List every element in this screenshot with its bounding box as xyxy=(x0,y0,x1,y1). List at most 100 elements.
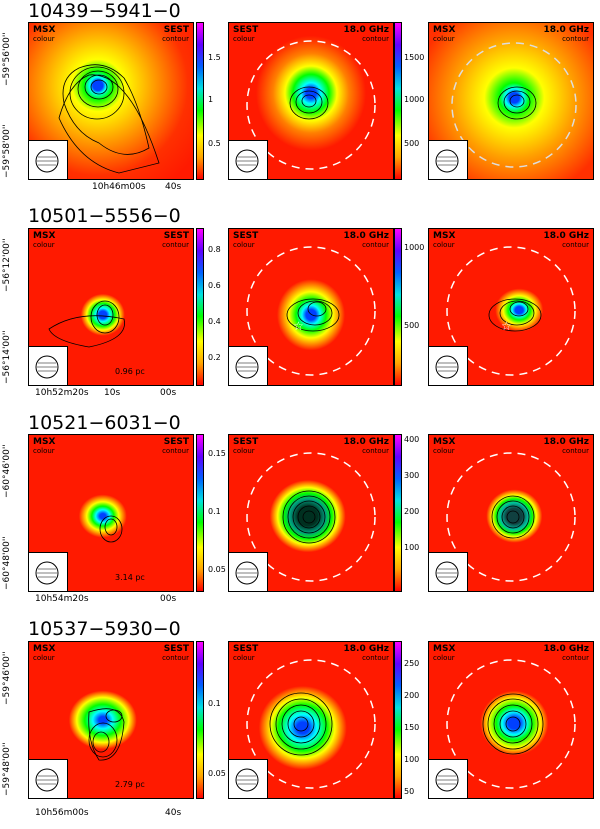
colorbar-1 xyxy=(196,434,204,592)
y-tick-label: −59°46'00'' xyxy=(2,651,12,705)
contour-overlay xyxy=(58,64,160,174)
svg-text:☆: ☆ xyxy=(501,319,512,333)
panel-label-right: 18.0 GHz contour xyxy=(343,231,390,250)
panel-label-right: SEST contour xyxy=(162,25,189,44)
row-3-title: 10521−6031−0 xyxy=(28,412,181,434)
panel-label-left: MSX colour xyxy=(33,231,56,250)
panel-2-1: MSX colour SEST contour 0.96 pc xyxy=(28,228,194,386)
panel-label-right: 18.0 GHz contour xyxy=(343,644,390,663)
panel-label-left: MSX colour xyxy=(433,231,456,250)
x-tick-label: 10h52m20s xyxy=(35,388,89,398)
colorbar-2 xyxy=(394,228,402,386)
cbar-tick: 400 xyxy=(404,435,420,444)
x-tick-label: 10h54m20s xyxy=(35,594,89,604)
cbar-tick: 0.1 xyxy=(208,699,221,708)
panel-4-1: MSX colour SEST contour 2.79 pc xyxy=(28,641,194,799)
panel-3-1: MSX colour SEST contour 3.14 pc xyxy=(28,434,194,592)
panel-label-right: 18.0 GHz contour xyxy=(343,437,390,456)
cbar-tick: 0.8 xyxy=(208,245,221,254)
panel-label-left: MSX colour xyxy=(33,644,56,663)
beam-inset xyxy=(229,759,268,798)
y-tick-label: −56°14'00'' xyxy=(2,330,12,384)
panel-label-right: 18.0 GHz contour xyxy=(543,437,590,456)
cbar-tick: 0.05 xyxy=(208,565,226,574)
panel-label-left: MSX colour xyxy=(433,437,456,456)
cbar-tick: 300 xyxy=(404,471,420,480)
panel-1-1: MSX colour SEST contour xyxy=(28,22,194,180)
panel-1-2: SEST colour 18.0 GHz contour xyxy=(228,22,394,180)
panel-2-3: ☆ MSX colour 18.0 GHz contour xyxy=(428,228,594,386)
y-tick-label: −60°48'00'' xyxy=(2,536,12,590)
panel-label-right: 18.0 GHz contour xyxy=(543,25,590,44)
colorbar-1 xyxy=(196,22,204,180)
colorbar-2 xyxy=(394,434,402,592)
cbar-tick: 1500 xyxy=(404,53,425,62)
cbar-tick: 1000 xyxy=(404,95,425,104)
panel-3-3: MSX colour 18.0 GHz contour xyxy=(428,434,594,592)
cbar-tick: 0.6 xyxy=(208,281,221,290)
y-tick-label: −59°58'00'' xyxy=(2,124,12,178)
panel-label-left: MSX colour xyxy=(433,25,456,44)
panel-label-right: SEST contour xyxy=(162,644,189,663)
x-tick-label: 40s xyxy=(165,182,182,192)
colorbar-1 xyxy=(196,228,204,386)
cbar-tick: 0.1 xyxy=(208,507,221,516)
scale-bar-label: 2.79 pc xyxy=(115,780,145,789)
panel-label-left: SEST colour xyxy=(233,437,259,456)
beam-inset xyxy=(29,140,68,179)
cbar-tick: 50 xyxy=(404,787,415,796)
panel-label-left: MSX colour xyxy=(33,437,56,456)
beam-inset xyxy=(429,140,468,179)
x-tick-label: 10s xyxy=(104,388,121,398)
panel-4-3: MSX colour 18.0 GHz contour xyxy=(428,641,594,799)
panel-label-right: 18.0 GHz contour xyxy=(343,25,390,44)
panel-label-left: SEST colour xyxy=(233,25,259,44)
y-tick-label: −60°46'00'' xyxy=(2,444,12,498)
x-tick-label: 10h46m00s xyxy=(92,182,146,192)
cbar-tick: 1.5 xyxy=(208,53,221,62)
panel-1-3: MSX colour 18.0 GHz contour xyxy=(428,22,594,180)
cbar-tick: 250 xyxy=(404,659,420,668)
panel-label-left: MSX colour xyxy=(433,644,456,663)
cbar-tick: 0.15 xyxy=(208,449,226,458)
cbar-tick: 100 xyxy=(404,755,420,764)
beam-inset xyxy=(29,759,68,798)
scale-bar-label: 0.96 pc xyxy=(115,367,145,376)
row-2-title: 10501−5556−0 xyxy=(28,205,181,227)
y-tick-label: −59°56'00'' xyxy=(2,32,12,86)
cbar-tick: 0.4 xyxy=(208,317,221,326)
x-tick-label: 40s xyxy=(165,808,182,818)
panel-3-2: SEST colour 18.0 GHz contour xyxy=(228,434,394,592)
cbar-tick: 0.5 xyxy=(208,139,221,148)
cbar-tick: 500 xyxy=(404,321,420,330)
cbar-tick: 150 xyxy=(404,723,420,732)
svg-text:☆: ☆ xyxy=(293,319,304,333)
panel-label-left: MSX colour xyxy=(33,25,56,44)
cbar-tick: 200 xyxy=(404,507,420,516)
panel-label-left: SEST colour xyxy=(233,231,259,250)
scale-bar-label: 3.14 pc xyxy=(115,573,145,582)
x-tick-label: 00s xyxy=(160,594,177,604)
panel-4-2: SEST colour 18.0 GHz contour xyxy=(228,641,394,799)
cbar-tick: 0.05 xyxy=(208,769,226,778)
panel-2-2: ☆ SEST colour 18.0 GHz contour xyxy=(228,228,394,386)
beam-inset xyxy=(229,346,268,385)
panel-label-right: SEST contour xyxy=(162,231,189,250)
x-tick-label: 10h56m00s xyxy=(35,808,89,818)
beam-inset xyxy=(29,552,68,591)
cbar-tick: 1000 xyxy=(404,243,425,252)
colorbar-2 xyxy=(394,641,402,799)
panel-label-right: 18.0 GHz contour xyxy=(543,644,590,663)
cbar-tick: 1 xyxy=(208,95,214,104)
y-tick-label: −56°12'00'' xyxy=(2,238,12,292)
cbar-tick: 0.2 xyxy=(208,353,221,362)
beam-inset xyxy=(429,759,468,798)
colorbar-2 xyxy=(394,22,402,180)
row-1-title: 10439−5941−0 xyxy=(28,0,181,22)
panel-label-right: SEST contour xyxy=(162,437,189,456)
colorbar-1 xyxy=(196,641,204,799)
beam-inset xyxy=(429,346,468,385)
row-4-title: 10537−5930−0 xyxy=(28,618,181,640)
beam-inset xyxy=(229,552,268,591)
cbar-tick: 500 xyxy=(404,139,420,148)
